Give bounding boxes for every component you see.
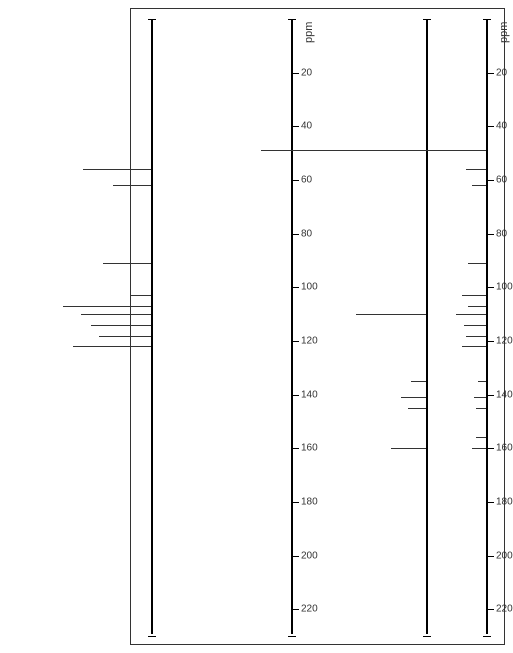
nmr-peak (474, 397, 486, 398)
nmr-peak (478, 381, 486, 382)
axis-tick (293, 341, 299, 342)
axis-tick-label: 100 (496, 282, 513, 293)
axis-tick-label: 200 (496, 550, 513, 561)
nmr-peak (411, 381, 426, 382)
nmr-peak (103, 263, 151, 264)
axis-tick (488, 73, 494, 74)
nmr-peak (131, 295, 151, 296)
nmr-peak (73, 346, 151, 347)
nmr-peak (356, 314, 426, 315)
axis-tick-label: 60 (496, 174, 507, 185)
axis-tick-label: 220 (496, 604, 513, 615)
axis-tick (488, 395, 494, 396)
axis-tick (488, 502, 494, 503)
axis-tick-label: 120 (496, 335, 513, 346)
axis-tick (293, 448, 299, 449)
axis-tick (488, 234, 494, 235)
axis-tick-label: 60 (301, 174, 312, 185)
nmr-peak (468, 263, 486, 264)
dept-top-axis (151, 19, 153, 634)
nmr-peak (81, 314, 151, 315)
axis-tick (293, 234, 299, 235)
dept-middle-axis (291, 19, 293, 634)
axis-tick-label: 40 (301, 121, 312, 132)
axis-tick (488, 448, 494, 449)
axis-unit-label: ppm (498, 22, 510, 43)
nmr-peak (456, 314, 486, 315)
nmr-peak (321, 150, 486, 151)
figure-frame: 20 40 60 80 100 120 140 160 180 200 220 ppm 20 40 60 80… (130, 8, 505, 645)
nmr-peak (401, 397, 426, 398)
axis-tick (293, 502, 299, 503)
nmr-peak (468, 306, 486, 307)
axis-tick (293, 180, 299, 181)
axis-tick (488, 556, 494, 557)
carbon-left-axis (426, 19, 428, 634)
nmr-peak (462, 295, 486, 296)
nmr-peak (476, 437, 486, 438)
axis-tick (293, 126, 299, 127)
dept-middle-cap-bottom (288, 636, 296, 637)
nmr-peak (472, 185, 486, 186)
carbon-right-cap-bottom (483, 636, 491, 637)
axis-tick (488, 341, 494, 342)
axis-tick-label: 100 (301, 282, 318, 293)
nmr-peak (476, 408, 486, 409)
axis-tick (293, 395, 299, 396)
nmr-peak (466, 169, 486, 170)
axis-tick-label: 180 (496, 496, 513, 507)
axis-tick (293, 73, 299, 74)
axis-tick (488, 180, 494, 181)
nmr-peak (113, 185, 151, 186)
axis-tick-label: 160 (496, 443, 513, 454)
nmr-peak (472, 448, 486, 449)
axis-tick-label: 160 (301, 443, 318, 454)
axis-tick-label: 140 (301, 389, 318, 400)
axis-tick-label: 20 (496, 67, 507, 78)
axis-tick-label: 40 (496, 121, 507, 132)
axis-tick (488, 609, 494, 610)
carbon-left-cap-top (423, 19, 431, 20)
axis-unit-label: ppm (303, 22, 315, 43)
nmr-peak (91, 325, 151, 326)
axis-tick (293, 556, 299, 557)
carbon-right-axis (486, 19, 488, 634)
axis-tick-label: 20 (301, 67, 312, 78)
axis-tick-label: 200 (301, 550, 318, 561)
axis-tick-label: 80 (496, 228, 507, 239)
carbon-right-cap-top (483, 19, 491, 20)
axis-tick (293, 287, 299, 288)
axis-tick-label: 220 (301, 604, 318, 615)
dept-middle-cap-top (288, 19, 296, 20)
nmr-peak (464, 325, 486, 326)
axis-tick-label: 140 (496, 389, 513, 400)
axis-tick-label: 120 (301, 335, 318, 346)
nmr-peak (466, 336, 486, 337)
nmr-peak (99, 336, 151, 337)
axis-tick (293, 609, 299, 610)
nmr-peak (83, 169, 151, 170)
nmr-peak (462, 346, 486, 347)
axis-tick (488, 287, 494, 288)
dept-top-cap-bottom (148, 636, 156, 637)
axis-tick-label: 180 (301, 496, 318, 507)
axis-tick-label: 80 (301, 228, 312, 239)
nmr-peak (408, 408, 426, 409)
nmr-peak (391, 448, 426, 449)
axis-tick (488, 126, 494, 127)
carbon-left-cap-bottom (423, 636, 431, 637)
dept-top-cap-top (148, 19, 156, 20)
nmr-peak (63, 306, 151, 307)
